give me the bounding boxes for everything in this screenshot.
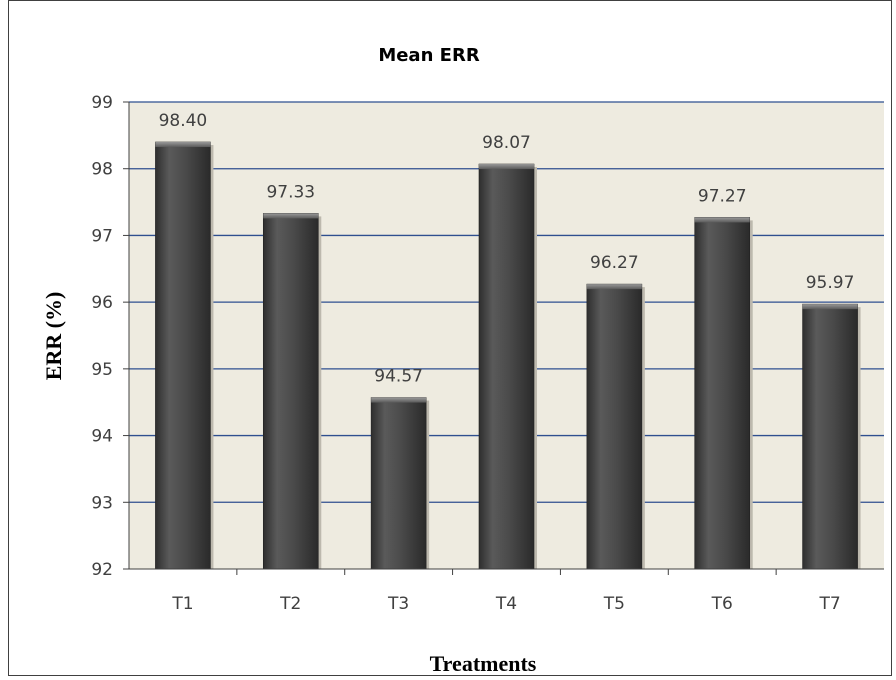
x-tick-label: T6 (711, 594, 733, 614)
data-label: 98.40 (159, 111, 208, 131)
x-tick-label: T7 (818, 594, 840, 614)
bar (802, 303, 858, 570)
x-tick-label: T2 (279, 594, 301, 614)
chart-title: Mean ERR (378, 45, 480, 66)
y-tick-label: 95 (91, 360, 113, 380)
bar-cap (263, 213, 319, 219)
y-tick-label: 96 (91, 293, 113, 313)
bar-cap (371, 397, 427, 403)
x-tick-label: T4 (495, 594, 517, 614)
bar-cap (479, 164, 534, 170)
bar-chart: 92 93 94 95 96 97 98 99 98.40 T1 97.33 T2 94.57 T3 98.… (41, 45, 884, 676)
bar-cap (155, 142, 211, 148)
data-label: 95.97 (806, 273, 855, 293)
x-tick-label: T5 (603, 594, 625, 614)
chart-frame: 92 93 94 95 96 97 98 99 98.40 T1 97.33 T2 94.57 T3 98.… (8, 0, 892, 676)
y-tick-label: 98 (91, 160, 113, 180)
bar-cap (586, 284, 642, 290)
x-tick-label: T1 (171, 594, 193, 614)
data-label: 96.27 (590, 253, 639, 273)
bars (155, 141, 861, 570)
bar-cap (802, 304, 858, 310)
bar-cap (694, 217, 750, 223)
data-label: 94.57 (374, 367, 423, 387)
data-label: 97.33 (266, 182, 315, 202)
y-tick-label: 97 (91, 226, 113, 246)
bar (478, 163, 535, 570)
bar (155, 141, 211, 570)
x-axis-title: Treatments (430, 651, 537, 676)
y-axis-title: ERR (%) (41, 292, 66, 381)
bar (262, 213, 319, 570)
data-label: 98.07 (482, 133, 531, 153)
x-tick-label: T3 (387, 594, 409, 614)
y-tick-label: 94 (91, 427, 113, 447)
y-tick-label: 93 (91, 493, 113, 513)
data-label: 97.27 (698, 186, 747, 206)
axes (123, 101, 884, 575)
bar (370, 397, 427, 570)
bar (586, 283, 643, 570)
y-tick-label: 99 (91, 93, 113, 113)
bar (694, 217, 751, 570)
y-tick-label: 92 (91, 560, 113, 580)
labels: 92 93 94 95 96 97 98 99 98.40 T1 97.33 T2 94.57 T3 98.… (91, 93, 854, 614)
